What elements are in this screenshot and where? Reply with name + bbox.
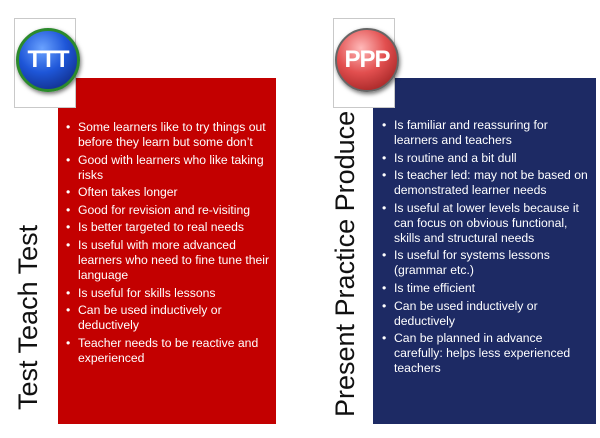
ttt-bullet: Is better targeted to real needs bbox=[66, 220, 271, 235]
ttt-bullet: Good for revision and re-visiting bbox=[66, 203, 271, 218]
ttt-bullet: Good with learners who like taking risks bbox=[66, 153, 271, 183]
ppp-bullet: Is useful at lower levels because it can… bbox=[382, 201, 594, 246]
ttt-vertical-label: Test Teach Test bbox=[13, 224, 43, 410]
ppp-bullet: Is familiar and reassuring for learners … bbox=[382, 118, 594, 148]
ppp-bullet: Can be planned in advance carefully: hel… bbox=[382, 331, 594, 376]
ppp-badge-icon: PPP bbox=[335, 28, 399, 92]
ttt-bullet-list: Some learners like to try things out bef… bbox=[66, 120, 271, 368]
ttt-bullet: Can be used inductively or deductively bbox=[66, 303, 271, 333]
ttt-bullet: Is useful for skills lessons bbox=[66, 286, 271, 301]
ppp-bullet: Is teacher led: may not be based on demo… bbox=[382, 168, 594, 198]
ppp-vertical-label: Present Practice Produce bbox=[330, 110, 360, 417]
ppp-bullet-list: Is familiar and reassuring for learners … bbox=[382, 118, 594, 379]
ttt-bullet: Is useful with more advanced learners wh… bbox=[66, 238, 271, 283]
ttt-bullet: Teacher needs to be reactive and experie… bbox=[66, 336, 271, 366]
ppp-bullet: Is routine and a bit dull bbox=[382, 151, 594, 166]
ppp-bullet: Is useful for systems lessons (grammar e… bbox=[382, 248, 594, 278]
ttt-bullet: Often takes longer bbox=[66, 185, 271, 200]
ppp-panel: Is familiar and reassuring for learners … bbox=[373, 78, 596, 424]
ppp-bullet: Is time efficient bbox=[382, 281, 594, 296]
ttt-bullet: Some learners like to try things out bef… bbox=[66, 120, 271, 150]
ttt-panel: Some learners like to try things out bef… bbox=[58, 78, 276, 424]
ppp-bullet: Can be used inductively or deductively bbox=[382, 299, 594, 329]
ttt-badge-icon: TTT bbox=[16, 28, 80, 92]
